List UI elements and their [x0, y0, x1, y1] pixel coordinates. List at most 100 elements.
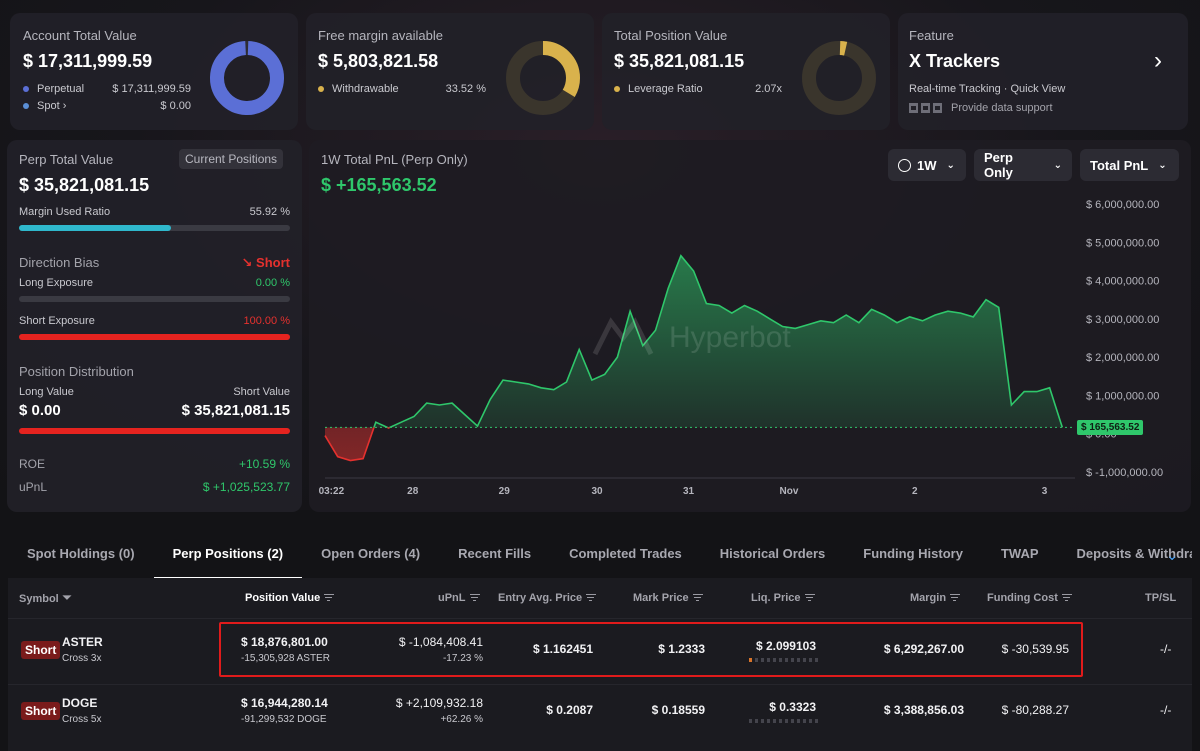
tab-historical-orders[interactable]: Historical Orders	[719, 546, 826, 561]
total-position-label: Total Position Value	[614, 28, 728, 43]
mark-price: $ 0.18559	[651, 703, 705, 717]
free-margin-card: Free margin available $ 5,803,821.58 Wit…	[306, 13, 594, 130]
col-mark-price[interactable]: Mark Price	[633, 592, 703, 604]
risk-segment	[779, 658, 782, 662]
free-margin-label: Free margin available	[318, 28, 444, 43]
entry-price: $ 1.162451	[532, 642, 593, 656]
perp-panel: Perp Total Value Current Positions $ 35,…	[7, 140, 302, 512]
total-position-value: $ 35,821,081.15	[614, 51, 745, 71]
account-total-card: Account Total Value $ 17,311,999.59 Perp…	[10, 13, 298, 130]
highlight-annotation-box	[219, 622, 1083, 677]
x-tick-label: 29	[499, 486, 511, 497]
tab-deposits-withdrawals[interactable]: Deposits & Withdraw	[1076, 546, 1192, 561]
tab-funding-history[interactable]: Funding History	[863, 546, 963, 561]
withdrawable-row: Withdrawable 33.52 %	[318, 83, 486, 95]
period-dropdown[interactable]: 1W ⌄	[888, 149, 966, 181]
side-badge: Short	[21, 702, 61, 720]
sort-icon	[950, 594, 961, 602]
pnl-line-positive	[373, 254, 1064, 428]
position-size: -15,305,928 ASTER	[241, 653, 330, 664]
x-tick-label: 31	[683, 486, 695, 497]
upnl-row: uPnL $ +1,025,523.77	[19, 480, 290, 494]
pnl-area-positive	[373, 255, 1063, 428]
feature-subtitle: Real-time Tracking · Quick View	[909, 83, 1066, 95]
positions-tabs: Spot Holdings (0) Perp Positions (2) Ope…	[8, 535, 1192, 579]
position-size: -91,299,532 DOGE	[241, 714, 327, 725]
risk-segment	[803, 719, 806, 723]
tab-spot-holdings[interactable]: Spot Holdings (0)	[27, 546, 135, 561]
donut-arc	[210, 40, 284, 115]
pnl-value: $ +165,563.52	[321, 175, 437, 195]
risk-segment	[761, 658, 764, 662]
positions-table	[8, 578, 1192, 751]
tpsl-value[interactable]: -/-	[1160, 703, 1172, 717]
tab-twap[interactable]: TWAP	[1000, 546, 1039, 561]
hyperbot-logo-icon	[592, 317, 654, 356]
spot-row[interactable]: Spot › $ 0.00	[23, 100, 191, 112]
upnl-value: $ -1,084,408.41	[398, 635, 483, 649]
position-value: $ 16,944,280.14	[241, 696, 328, 710]
risk-segment	[785, 658, 788, 662]
risk-segment	[773, 719, 776, 723]
long-exposure-track	[19, 296, 290, 302]
col-funding-cost[interactable]: Funding Cost	[987, 592, 1072, 604]
tab-open-orders[interactable]: Open Orders (4)	[321, 546, 421, 561]
perpetual-row: Perpetual $ 17,311,999.59	[23, 83, 191, 95]
risk-segment	[797, 658, 800, 662]
filter-icon[interactable]: ⏷	[62, 592, 72, 604]
roe-row: ROE +10.59 %	[19, 457, 290, 471]
tab-recent-fills[interactable]: Recent Fills	[458, 546, 532, 561]
sort-icon	[324, 594, 335, 602]
margin-mode: Cross 5x	[62, 714, 102, 725]
y-tick-label: $ 5,000,000.00	[1086, 237, 1159, 249]
sort-icon	[1061, 594, 1072, 602]
account-total-label: Account Total Value	[23, 28, 137, 43]
tpsl-value[interactable]: -/-	[1160, 642, 1172, 656]
margin-donut	[506, 41, 580, 115]
feature-card[interactable]: Feature X Trackers Real-time Tracking · …	[898, 13, 1188, 130]
risk-segment	[761, 719, 764, 723]
chevron-down-icon: ⌄	[1158, 159, 1167, 171]
perp-total-label: Perp Total Value	[19, 152, 114, 167]
feature-title[interactable]: X Trackers	[909, 51, 1001, 71]
tab-perp-positions[interactable]: Perp Positions (2)	[153, 535, 303, 579]
symbol-name[interactable]: ASTER	[62, 635, 103, 649]
current-positions-button[interactable]: Current Positions	[179, 149, 284, 169]
liq-price: $ 2.099103	[755, 639, 816, 653]
y-tick-label: $ 3,000,000.00	[1086, 314, 1159, 326]
scope-dropdown[interactable]: Perp Only ⌄	[974, 149, 1072, 181]
spot-dot	[23, 103, 29, 110]
col-position-value[interactable]: Position Value	[245, 592, 335, 604]
chevron-down-icon: ⌄	[946, 159, 955, 171]
col-margin[interactable]: Margin	[910, 592, 961, 604]
margin-value: $ 3,388,856.03	[883, 703, 964, 717]
donut-arc	[506, 41, 580, 115]
col-liq-price[interactable]: Liq. Price	[751, 592, 815, 604]
col-upnl[interactable]: uPnL	[438, 592, 480, 604]
chevron-right-icon: ›	[62, 100, 67, 112]
chevron-down-icon: ⌄	[1053, 159, 1062, 171]
short-exposure-track	[19, 334, 290, 340]
tabs-expand-chevron-icon[interactable]: ⌄	[1166, 547, 1178, 563]
upnl-percent: +62.26 %	[440, 714, 483, 725]
tab-completed-trades[interactable]: Completed Trades	[569, 546, 682, 561]
margin-value: $ 6,292,267.00	[883, 642, 964, 656]
risk-segment	[791, 719, 794, 723]
short-exposure-row: Short Exposure 100.00 %	[19, 315, 290, 327]
risk-segment	[749, 719, 752, 723]
pnl-chart-svg[interactable]: $ 6,000,000.00 $ 5,000,000.00 $ 4,000,000.…	[309, 140, 1191, 512]
mark-price: $ 1.2333	[658, 642, 705, 656]
risk-segment	[809, 719, 812, 723]
distribution-labels-row: Long Value Short Value	[19, 386, 290, 398]
y-tick-label: $ -1,000,000.00	[1086, 467, 1163, 479]
risk-segment	[773, 658, 776, 662]
chevron-right-icon[interactable]: ›	[1154, 47, 1162, 74]
risk-segment	[797, 719, 800, 723]
feature-label: Feature	[909, 28, 954, 43]
x-tick-label: 03:22	[319, 486, 345, 497]
symbol-name[interactable]: DOGE	[62, 696, 98, 710]
metric-dropdown[interactable]: Total PnL ⌄	[1080, 149, 1179, 181]
sort-icon	[469, 594, 480, 602]
col-symbol[interactable]: Symbol ⏷	[19, 592, 72, 605]
col-entry-price[interactable]: Entry Avg. Price	[498, 592, 597, 604]
